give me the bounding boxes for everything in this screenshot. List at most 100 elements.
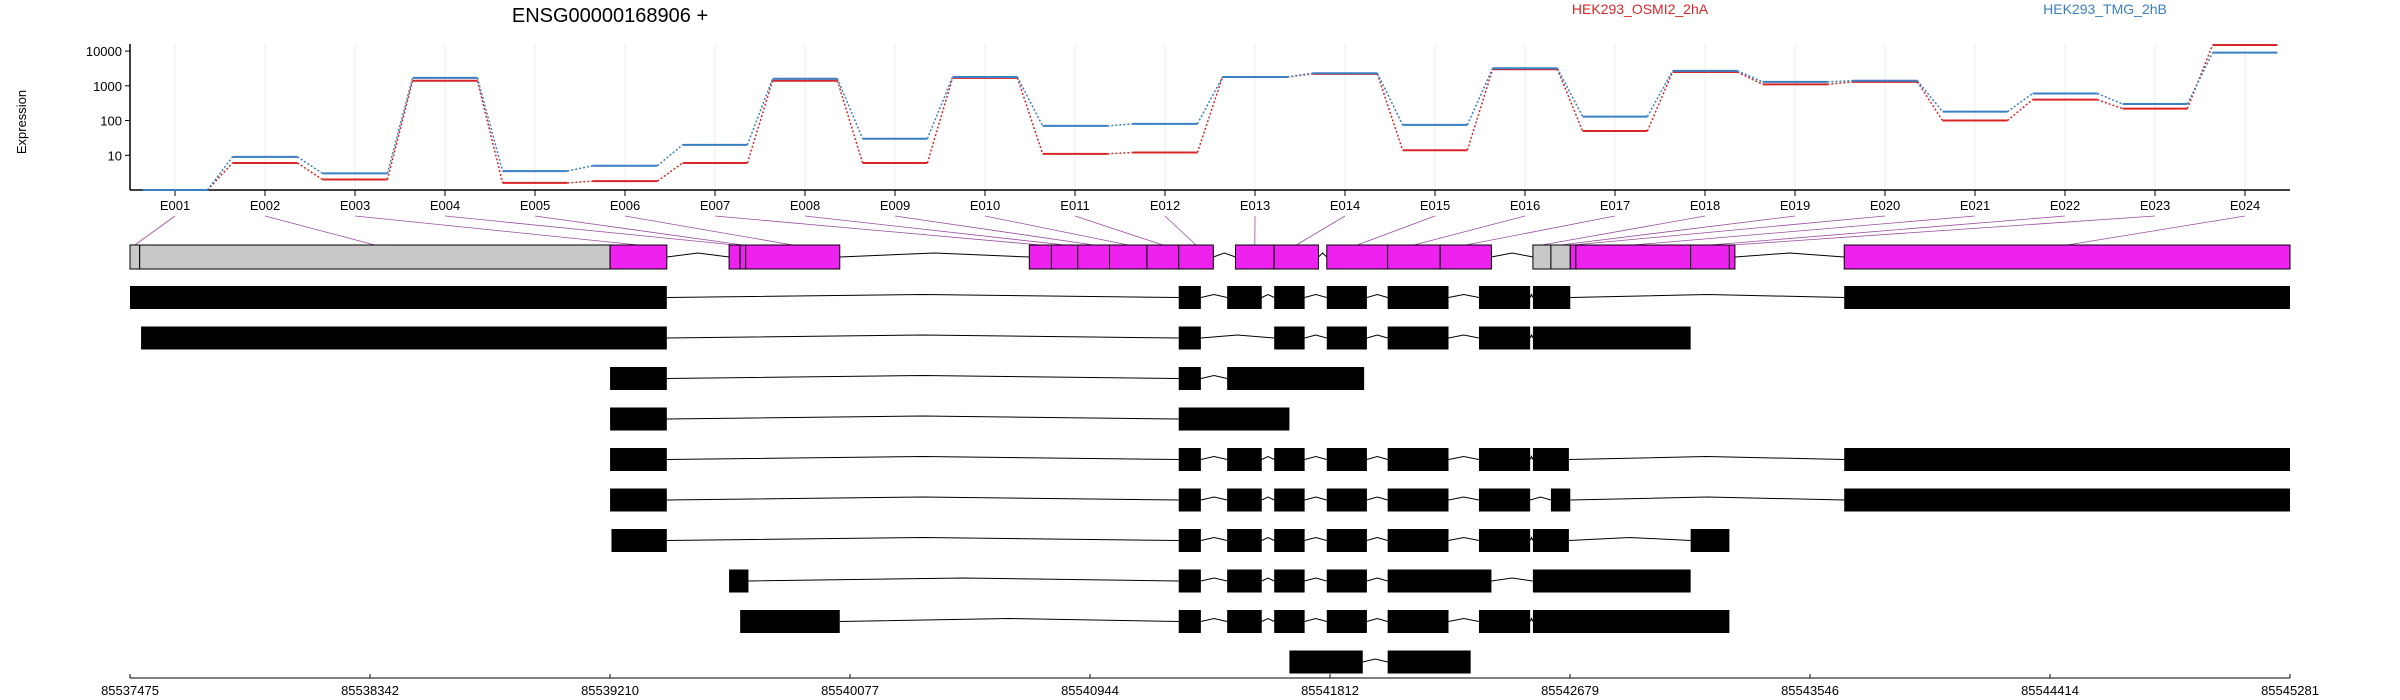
transcript-exon [1274, 569, 1305, 593]
exon-box [1178, 244, 1214, 270]
transcript-intron [1568, 536, 1691, 541]
transcript-intron [1448, 496, 1480, 501]
transcript-intron [1448, 455, 1480, 460]
series-connector [2186, 52, 2214, 105]
series-connector [1916, 81, 1944, 121]
transcript-exon [1178, 529, 1201, 552]
series-connector [386, 80, 414, 180]
series-connector [836, 78, 864, 139]
transcript-intron [1529, 293, 1534, 298]
x-tick-label: E016 [1510, 198, 1540, 213]
transcript-intron [1200, 334, 1275, 339]
transcript-exon [1387, 326, 1449, 350]
transcript-intron [1366, 617, 1388, 622]
intron-line [1734, 252, 1845, 258]
x-tick-label: E019 [1780, 198, 1810, 213]
transcript-4 [610, 407, 1290, 431]
transcript-intron [1568, 455, 1845, 460]
transcript-exon [1326, 529, 1367, 552]
transcript-exon [1274, 488, 1305, 512]
transcript-exon [1178, 407, 1290, 431]
x-tick-label: E006 [610, 198, 640, 213]
x-tick-label: E015 [1420, 198, 1450, 213]
x-tick-label: E012 [1150, 198, 1180, 213]
transcript-intron [1530, 496, 1552, 501]
exon-connector [1164, 215, 1197, 246]
y-tick-label: 100 [100, 114, 122, 129]
transcript-exon [1478, 326, 1531, 350]
transcript-exon [130, 286, 667, 309]
transcript-6 [610, 488, 2290, 512]
transcript-exon [1478, 448, 1531, 471]
transcript-exon [1227, 529, 1262, 552]
genomic-tick-label: 85537475 [101, 683, 159, 698]
transcript-1 [130, 286, 2290, 309]
transcript-10 [1289, 650, 1471, 674]
transcript-exon [1532, 569, 1691, 593]
transcript-intron [1261, 496, 1275, 501]
genomic-tick-label: 85539210 [581, 683, 639, 698]
exon-connector [444, 215, 735, 246]
exon-connector [1296, 215, 1346, 246]
transcript-intron [839, 617, 1179, 622]
x-tick-label: E014 [1330, 198, 1360, 213]
exon-box [1028, 244, 1052, 270]
transcript-exon [729, 569, 749, 593]
transcript-exon [1532, 529, 1569, 552]
exon-connector [354, 215, 639, 246]
transcript-intron [1200, 536, 1228, 541]
series-connector [2097, 92, 2123, 105]
exon-box [139, 244, 611, 270]
exon-connector [1357, 215, 1436, 246]
x-tick-label: E013 [1240, 198, 1270, 213]
transcript-intron [1366, 577, 1388, 582]
series-connector [1466, 69, 1494, 151]
x-tick-label: E021 [1960, 198, 1990, 213]
series-connector [1196, 76, 1224, 153]
x-tick-label: E023 [2140, 198, 2170, 213]
exon-box [1109, 244, 1148, 270]
series-connector [2006, 92, 2034, 113]
legend-series-2: HEK293_TMG_2hB [2043, 1, 2167, 17]
transcript-intron [1304, 577, 1327, 582]
x-tick-label: E018 [1690, 198, 1720, 213]
transcript-intron [1529, 455, 1534, 460]
transcript-intron [1261, 455, 1275, 460]
transcript-exon [1387, 286, 1449, 309]
chart-title: ENSG00000168906 + [512, 5, 708, 27]
exon-box [1050, 244, 1079, 270]
transcript-intron [1366, 536, 1388, 541]
series-connector [1016, 77, 1044, 155]
genomic-tick-label: 85540077 [821, 683, 879, 698]
exon-connector [1573, 215, 1886, 246]
series-connector [1376, 73, 1404, 151]
exon-connector [1074, 215, 1163, 246]
series-connector [1827, 81, 1853, 86]
exon-box [1843, 244, 2291, 270]
transcript-2 [141, 326, 1691, 350]
transcript-exon [1478, 529, 1531, 552]
transcript-exon [1690, 529, 1730, 552]
intron-line [1213, 252, 1236, 258]
transcript-intron [1304, 496, 1327, 501]
series-connector [567, 180, 593, 184]
series-connector [746, 80, 774, 164]
exon-box [1387, 244, 1441, 270]
exon-connector [714, 215, 1041, 246]
x-tick-label: E020 [1870, 198, 1900, 213]
intron-line [1318, 252, 1328, 258]
transcript-exon [740, 610, 840, 633]
series-connector [1466, 67, 1494, 126]
exon-box [1439, 244, 1492, 270]
plot-layer: 10 100 1000 10000 E001 E002 E003 E004 E005 E006 E0… [86, 43, 2319, 698]
transcript-intron [1200, 496, 1228, 501]
transcript-exon [1227, 610, 1262, 633]
transcript-exon [1178, 488, 1201, 512]
y-axis-label: Expression [14, 90, 29, 154]
exon-connector [1709, 215, 2066, 246]
exon-connector [1465, 215, 1616, 246]
transcript-intron [1366, 455, 1388, 460]
transcript-exon [1478, 610, 1531, 633]
transcript-exon [1550, 488, 1571, 512]
